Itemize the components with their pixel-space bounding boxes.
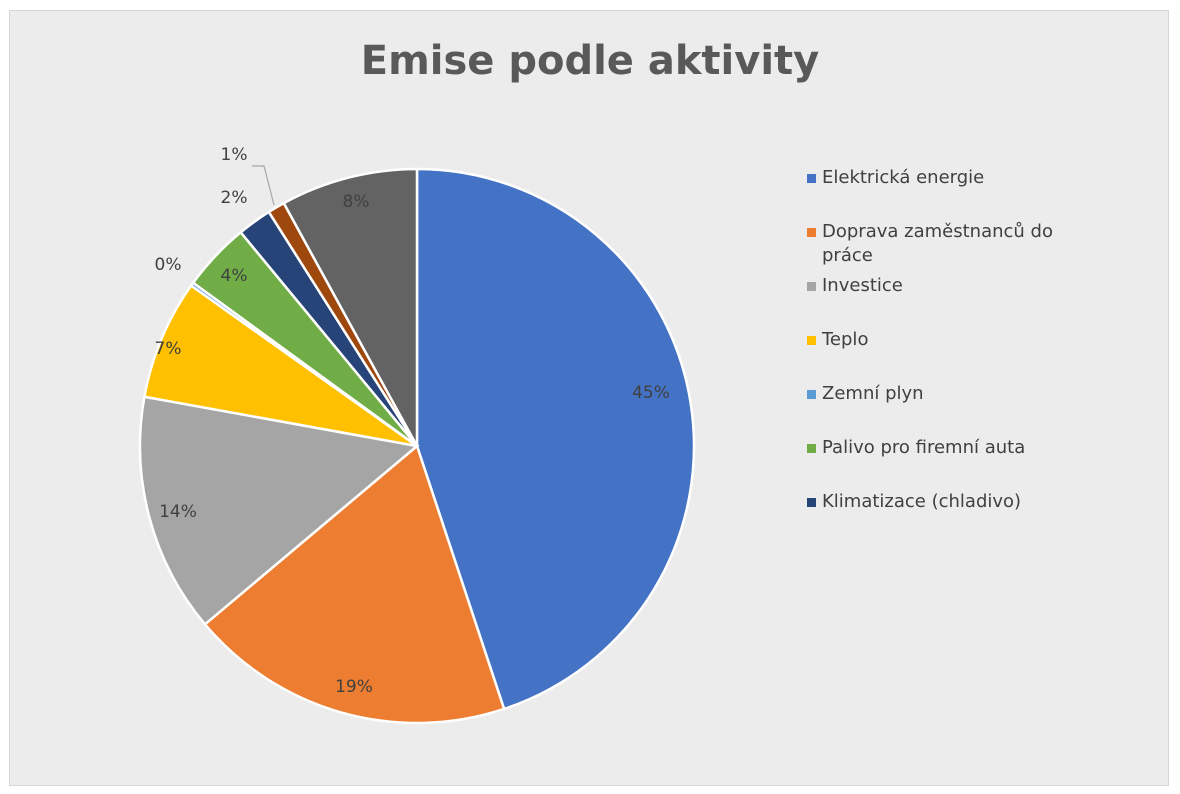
- legend-item: Klimatizace (chladivo): [806, 490, 1086, 544]
- legend-label: Elektrická energie: [822, 167, 984, 188]
- data-label: 0%: [155, 255, 182, 275]
- legend-swatch: [807, 174, 816, 183]
- data-label: 2%: [221, 188, 248, 208]
- data-label: 4%: [221, 266, 248, 286]
- data-label: 7%: [155, 339, 182, 359]
- legend-label: Palivo pro firemní auta: [822, 437, 1025, 458]
- legend-label: Doprava zaměstnanců do práce: [822, 221, 1053, 266]
- legend-item: Zemní plyn: [806, 382, 1086, 436]
- legend-label: Klimatizace (chladivo): [822, 491, 1021, 512]
- data-label: 1%: [221, 145, 248, 165]
- legend-label: Teplo: [822, 329, 868, 350]
- data-label: 14%: [159, 502, 197, 522]
- legend-swatch: [807, 390, 816, 399]
- legend-swatch: [807, 228, 816, 237]
- legend-swatch: [807, 282, 816, 291]
- legend-item: Elektrická energie: [806, 166, 1086, 220]
- legend-swatch: [807, 444, 816, 453]
- legend-swatch: [807, 336, 816, 345]
- data-label: 45%: [632, 383, 670, 403]
- legend: Elektrická energie Doprava zaměstnanců do…: [806, 166, 1086, 544]
- data-label: 19%: [335, 677, 373, 697]
- legend-label: Zemní plyn: [822, 383, 924, 404]
- legend-item: Doprava zaměstnanců do práce: [806, 220, 1086, 274]
- leader-line: [252, 166, 274, 205]
- data-label: 8%: [343, 192, 370, 212]
- legend-item: Palivo pro firemní auta: [806, 436, 1086, 490]
- legend-item: Teplo: [806, 328, 1086, 382]
- legend-item: Investice: [806, 274, 1086, 328]
- legend-swatch: [807, 498, 816, 507]
- legend-label: Investice: [822, 275, 903, 296]
